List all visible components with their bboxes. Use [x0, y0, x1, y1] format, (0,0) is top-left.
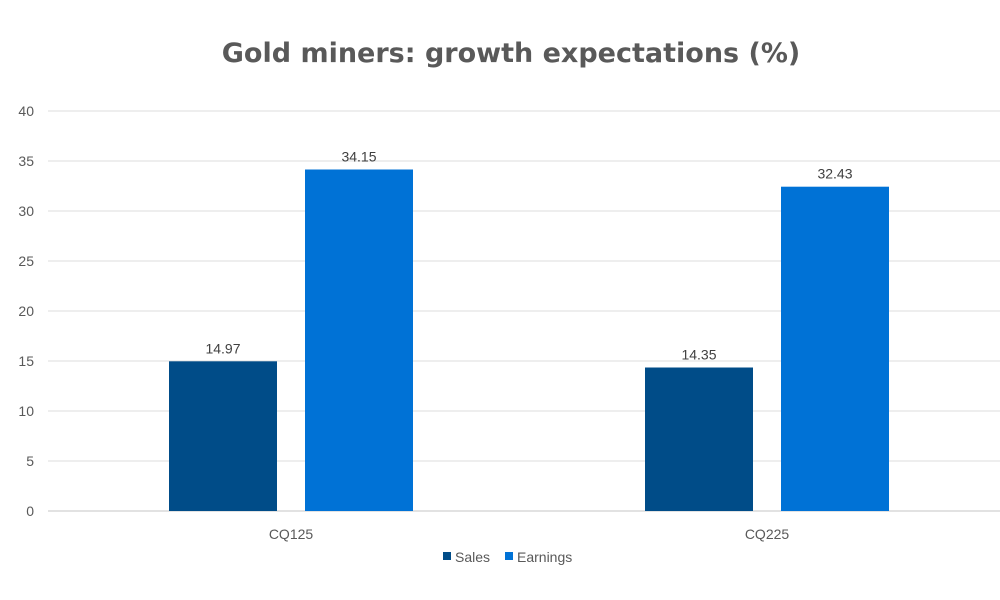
legend-label-sales: Sales [455, 549, 490, 565]
bar-sales-cq225 [645, 367, 753, 511]
y-tick-label: 25 [18, 253, 34, 269]
y-tick-label: 5 [26, 453, 34, 469]
y-tick-label: 10 [18, 403, 34, 419]
bar-earnings-cq125 [305, 169, 413, 511]
x-tick-label: CQ225 [745, 526, 790, 542]
bar-sales-cq125 [169, 361, 277, 511]
data-labels: 14.97 34.15 14.35 32.43 [205, 149, 852, 363]
x-tick-label: CQ125 [269, 526, 314, 542]
x-axis: CQ125 CQ225 [269, 526, 790, 542]
y-axis: 0 5 10 15 20 25 30 35 40 [18, 103, 34, 519]
bars [169, 169, 889, 511]
legend: Sales Earnings [443, 549, 572, 565]
data-label: 14.97 [205, 340, 240, 356]
y-tick-label: 15 [18, 353, 34, 369]
y-tick-label: 20 [18, 303, 34, 319]
bar-earnings-cq225 [781, 186, 889, 511]
legend-swatch-earnings [505, 552, 513, 560]
data-label: 34.15 [341, 149, 376, 165]
legend-label-earnings: Earnings [517, 549, 572, 565]
y-tick-label: 30 [18, 203, 34, 219]
y-tick-label: 40 [18, 103, 34, 119]
data-label: 14.35 [681, 347, 716, 363]
data-label: 32.43 [817, 166, 852, 182]
legend-swatch-sales [443, 552, 451, 560]
chart-title: Gold miners: growth expectations (%) [221, 38, 801, 69]
y-tick-label: 35 [18, 153, 34, 169]
y-tick-label: 0 [26, 503, 34, 519]
